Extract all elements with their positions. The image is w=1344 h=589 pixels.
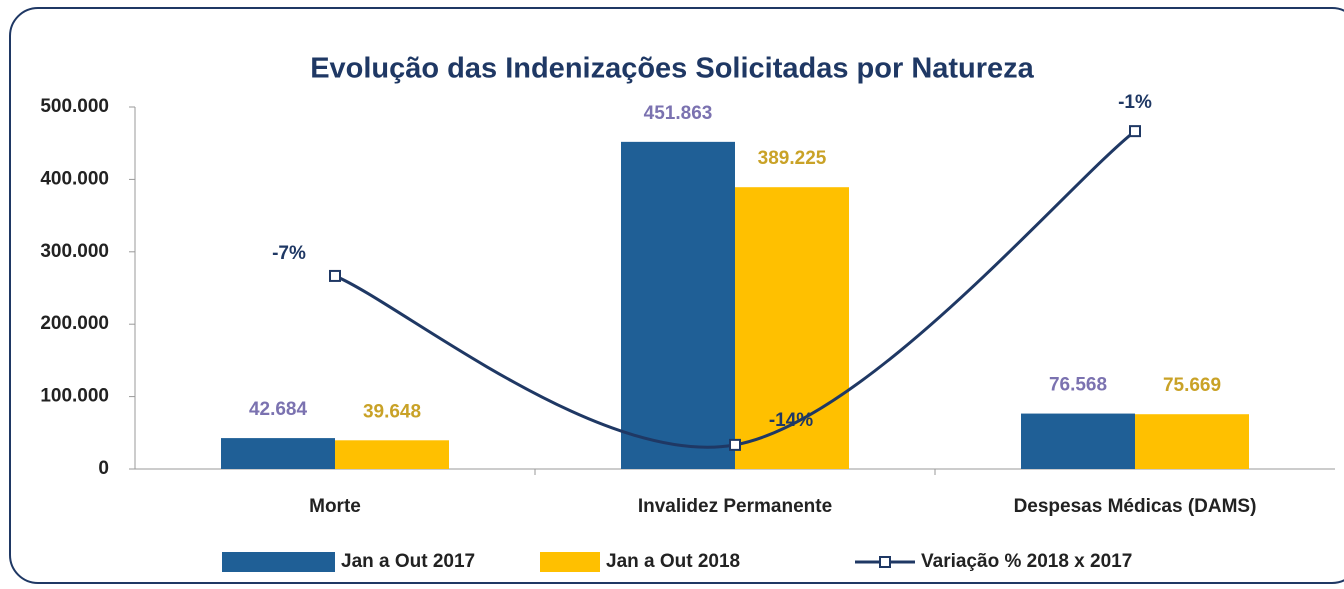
legend-swatch [540,552,600,572]
data-label: 451.863 [644,103,713,124]
bar [221,438,335,469]
x-tick-label: Invalidez Permanente [638,496,832,517]
y-tick-label: 100.000 [40,386,109,407]
line-marker [729,438,741,451]
legend-label: Jan a Out 2018 [606,551,740,572]
y-tick-label: 0 [98,458,109,479]
y-tick-label: 500.000 [40,96,109,117]
bar [335,440,449,469]
data-label: 75.669 [1163,375,1221,396]
data-label: 76.568 [1049,375,1107,396]
data-label: -7% [272,243,306,264]
data-label: 42.684 [249,399,308,420]
y-tick-label: 300.000 [40,241,109,262]
data-label: -1% [1118,92,1152,113]
legend-marker [879,556,891,568]
y-tick-label: 200.000 [40,313,109,334]
line-marker [329,269,341,282]
x-tick-label: Morte [309,496,361,517]
line-marker [1129,125,1141,138]
y-tick-label: 400.000 [40,168,109,189]
data-label: 389.225 [758,148,827,169]
data-label: 39.648 [363,401,421,422]
chart-title: Evolução das Indenizações Solicitadas po… [310,53,1034,85]
x-tick-label: Despesas Médicas (DAMS) [1014,496,1257,517]
bar [735,187,849,469]
bar [621,141,735,469]
bar [1021,413,1135,469]
data-label: -14% [769,410,813,431]
bar [1135,414,1249,469]
legend-label: Variação % 2018 x 2017 [921,551,1132,572]
legend-swatch [222,552,335,572]
legend-label: Jan a Out 2017 [341,551,475,572]
